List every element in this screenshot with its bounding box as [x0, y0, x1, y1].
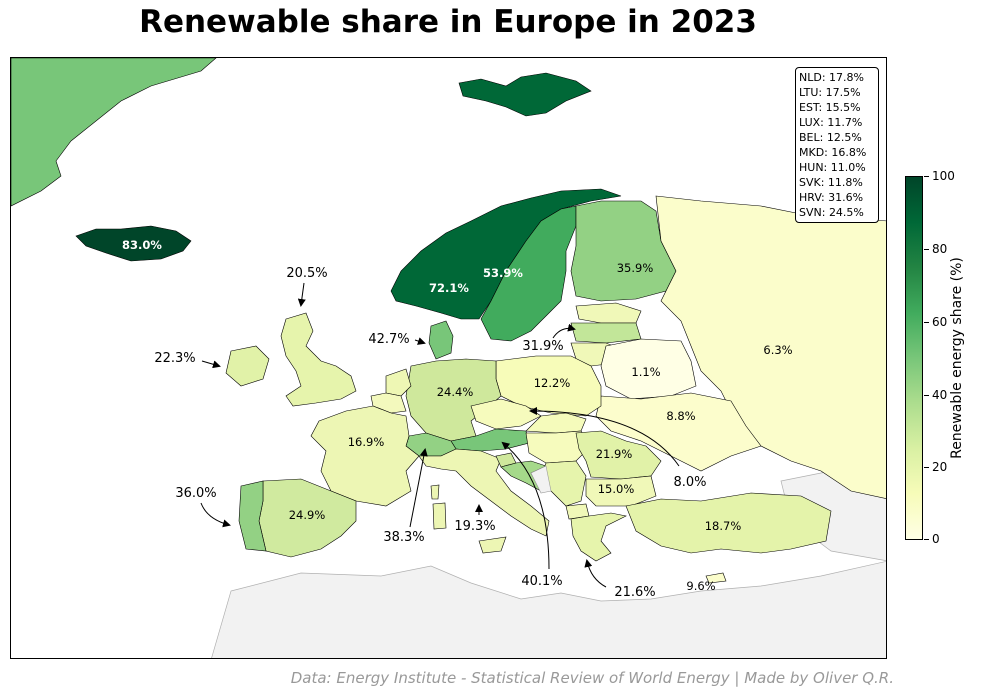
netherlands-shape	[385, 368, 412, 397]
colorbar-tick	[924, 322, 929, 323]
callout-switzerland: 38.3%	[383, 530, 424, 545]
legend-entry: SVK: 11.8%	[799, 176, 863, 189]
bulgaria-shape	[585, 475, 657, 507]
portugal-shape	[238, 480, 267, 552]
label-germany: 24.4%	[437, 385, 474, 399]
greece-shape	[570, 512, 627, 562]
legend-entry: HUN: 11.0%	[799, 161, 866, 174]
callout-latvia-arrow	[552, 323, 576, 339]
label-turkey: 18.7%	[705, 519, 742, 533]
bosnia-shape	[530, 465, 552, 494]
legend-entry: NLD: 17.8%	[799, 71, 864, 84]
colorbar-tick	[924, 249, 929, 250]
iceland-shape	[75, 225, 192, 262]
callout-portugal: 36.0%	[175, 486, 216, 501]
callout-greece: 21.6%	[614, 585, 655, 600]
svalbard	[458, 72, 592, 117]
label-norway: 72.1%	[429, 281, 469, 295]
callout-greece-arrow	[584, 559, 607, 588]
europe-map	[11, 58, 886, 658]
callout-italy: 19.3%	[454, 519, 495, 534]
colorbar-tick-label: 20	[932, 460, 948, 474]
ireland-shape	[225, 345, 270, 387]
label-russia: 6.3%	[763, 343, 792, 357]
callout-latvia: 31.9%	[522, 339, 563, 354]
callout-denmark-arrow	[414, 337, 426, 345]
france-shape	[310, 405, 420, 507]
map-title: Renewable share in Europe in 2023	[139, 4, 757, 40]
colorbar-tick	[924, 539, 929, 540]
legend-entry: EST: 15.5%	[799, 101, 861, 114]
legend-entry: SVN: 24.5%	[799, 206, 864, 219]
callout-ireland: 22.3%	[154, 351, 195, 366]
colorbar-tick	[924, 395, 929, 396]
callout-czechia: 8.0%	[673, 475, 706, 490]
label-iceland: 83.0%	[122, 238, 162, 252]
label-bulgaria: 15.0%	[598, 482, 635, 496]
sardinia-shape	[432, 502, 447, 530]
uk-shape	[280, 312, 357, 407]
colorbar-tick-label: 100	[932, 169, 955, 183]
cyprus-shape	[705, 572, 727, 584]
denmark-shape	[428, 320, 454, 360]
callout-denmark: 42.7%	[368, 332, 409, 347]
greenland	[11, 58, 217, 207]
label-belarus: 1.1%	[631, 365, 660, 379]
label-sweden: 53.9%	[483, 266, 523, 280]
label-poland: 12.2%	[534, 376, 571, 390]
corsica-shape	[430, 484, 440, 500]
turkey-shape	[625, 492, 832, 554]
label-france: 16.9%	[348, 435, 385, 449]
norway-shape	[390, 188, 622, 320]
callout-switzerland-arrow	[409, 448, 428, 528]
callout-austria: 40.1%	[521, 574, 562, 589]
sweden-shape	[480, 205, 577, 342]
callout-austria-arrow	[501, 441, 550, 570]
colorbar-tick-label: 0	[932, 532, 940, 546]
legend-entry: BEL: 12.5%	[799, 131, 862, 144]
colorbar	[905, 176, 923, 540]
small-country-legend: NLD: 17.8% LTU: 17.5% EST: 15.5% LUX: 11…	[795, 67, 879, 223]
callout-uk: 20.5%	[286, 266, 327, 281]
label-finland: 35.9%	[617, 261, 654, 275]
colorbar-tick-label: 80	[932, 242, 948, 256]
colorbar-tick-label: 40	[932, 388, 948, 402]
callout-czechia-arrow	[529, 407, 680, 467]
legend-entry: LTU: 17.5%	[799, 86, 861, 99]
callout-ireland-arrow	[201, 360, 221, 369]
italy-shape	[418, 448, 550, 537]
label-ukraine: 8.8%	[666, 409, 695, 423]
north-africa-land	[211, 561, 886, 658]
colorbar-tick-label: 60	[932, 315, 948, 329]
map-labels-layer: 83.0% 72.1% 53.9% 35.9% 6.3% 1.1% 8.8% 1…	[122, 238, 793, 600]
label-cyprus: 9.6%	[686, 579, 715, 593]
colorbar-title: Renewable energy share (%)	[949, 257, 965, 459]
label-romania: 21.9%	[596, 447, 633, 461]
belarus-shape	[600, 338, 697, 400]
legend-entry: HRV: 31.6%	[799, 191, 864, 204]
label-spain: 24.9%	[289, 508, 326, 522]
callout-portugal-arrow	[200, 502, 231, 528]
legend-entry: MKD: 16.8%	[799, 146, 867, 159]
source-credit: Data: Energy Institute - Statistical Rev…	[290, 669, 894, 687]
map-frame: 83.0% 72.1% 53.9% 35.9% 6.3% 1.1% 8.8% 1…	[10, 57, 887, 659]
czechia-shape	[470, 398, 542, 430]
legend-entry: LUX: 11.7%	[799, 116, 863, 129]
sicily-shape	[478, 536, 507, 554]
callout-uk-arrow	[297, 282, 306, 307]
colorbar-tick	[924, 467, 929, 468]
colorbar-tick	[924, 176, 929, 177]
ukraine-shape	[595, 392, 762, 472]
